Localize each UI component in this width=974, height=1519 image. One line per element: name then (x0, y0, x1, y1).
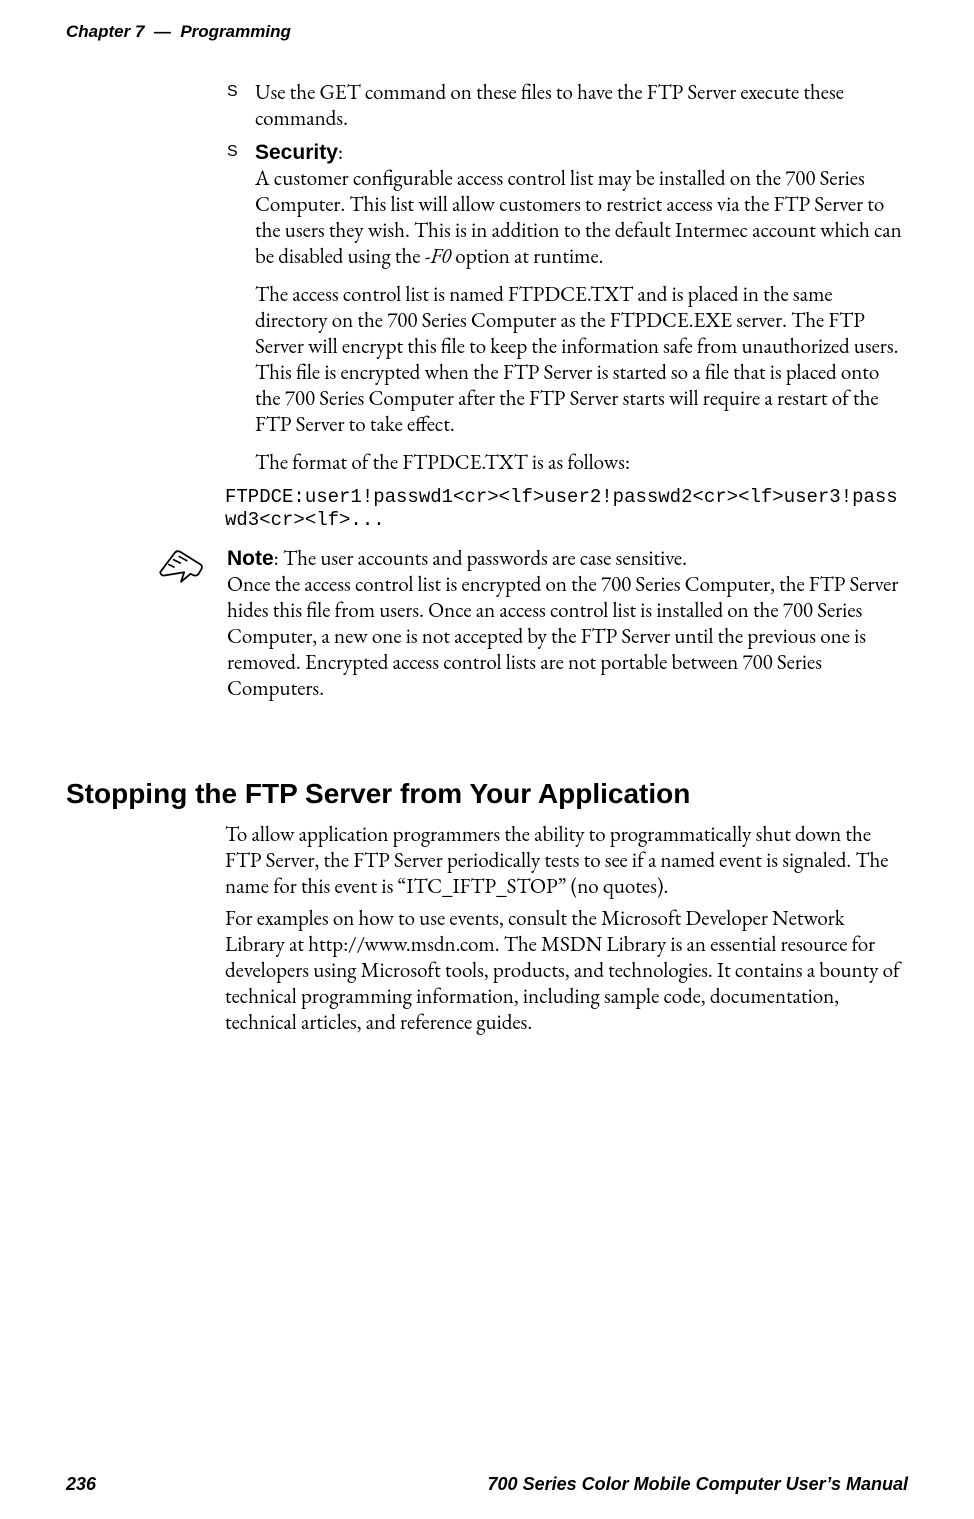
security-p2: The access control list is named FTPDCE.… (255, 282, 904, 438)
heading-stopping-ftp: Stopping the FTP Server from Your Applic… (66, 778, 904, 810)
note-icon (157, 546, 213, 589)
list-item: Use the GET command on these files to ha… (255, 80, 904, 132)
note-text: Note: The user accounts and passwords ar… (227, 546, 904, 702)
section-label: Programming (180, 22, 291, 41)
h2-body: To allow application programmers the abi… (225, 822, 904, 1036)
bullet-get-text: Use the GET command on these files to ha… (255, 79, 844, 132)
h2-section: Stopping the FTP Server from Your Applic… (66, 752, 904, 1042)
page-number: 236 (66, 1474, 96, 1495)
para-1: To allow application programmers the abi… (225, 822, 904, 900)
page: Chapter 7 — Programming Use the GET comm… (0, 0, 974, 1519)
list-item: Security: A customer configurable access… (255, 140, 904, 476)
note-line1: : The user accounts and passwords are ca… (274, 545, 687, 572)
security-colon: : (338, 139, 343, 166)
para-2: For examples on how to use events, consu… (225, 906, 904, 1036)
security-label: Security (255, 141, 338, 164)
note-rest: Once the access control list is encrypte… (227, 571, 898, 702)
code-block: FTPDCE:user1!passwd1<cr><lf>user2!passwd… (225, 486, 904, 532)
footer-title: 700 Series Color Mobile Computer User’s … (488, 1474, 908, 1495)
note-label: Note (227, 547, 274, 570)
note-block: Note: The user accounts and passwords ar… (157, 546, 904, 708)
security-p1-tail: option at runtime. (451, 243, 603, 270)
security-p1-opt: -F0 (425, 243, 451, 270)
bullet-list: Use the GET command on these files to ha… (225, 80, 904, 476)
chapter-label: Chapter 7 (66, 22, 144, 41)
security-p3: The format of the FTPDCE.TXT is as follo… (255, 450, 904, 476)
header-dash: — (154, 22, 171, 41)
content-block: Use the GET command on these files to ha… (225, 80, 904, 708)
running-header: Chapter 7 — Programming (66, 22, 291, 42)
